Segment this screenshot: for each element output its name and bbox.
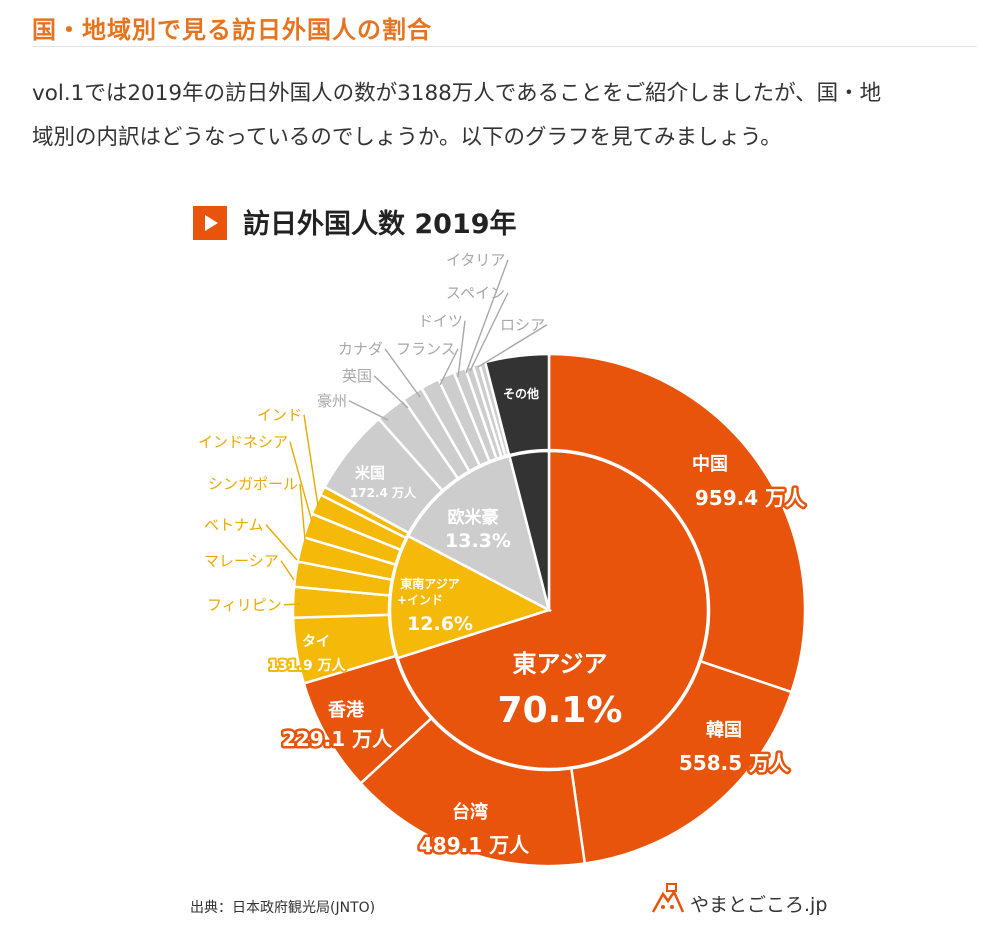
western-leader-18 — [469, 292, 509, 372]
group-label-east-asia: 東アジア — [512, 650, 607, 678]
western-label-12: 豪州 — [317, 392, 347, 410]
intro-line-2: 域別の内訳はどうなっているのでしょうか。以下のグラフを見てみましょう。 — [32, 125, 782, 150]
value-usa: 172.4 万人 — [350, 485, 417, 500]
label-usa: 米国 — [355, 464, 385, 482]
article-heading: 国・地域別で見る訪日外国人の割合 — [32, 16, 432, 44]
western-label-19: ロシア — [500, 316, 545, 334]
group-slice-1 — [388, 534, 553, 660]
label-hongkong: 香港 — [327, 700, 365, 721]
sea-leader-5 — [283, 603, 301, 606]
value-taiwan: 489.1 万人 — [419, 833, 530, 857]
group-percent-sea: 12.6% — [407, 613, 473, 635]
sea-leader-6 — [280, 560, 295, 581]
play-triangle-icon — [193, 206, 227, 240]
sea-label-8: シンガポール — [208, 475, 298, 493]
western-leader-12 — [348, 400, 389, 421]
sea-leader-8 — [299, 483, 306, 541]
article-heading-bar: 国・地域別で見る訪日外国人の割合 — [32, 6, 977, 47]
group-label-sea-line1: 東南アジア — [400, 576, 460, 591]
value-thai: 131.9 万人 — [268, 657, 346, 674]
sea-label-7: ベトナム — [204, 516, 264, 534]
group-label-sea-line2: +インド — [397, 593, 443, 607]
sea-leader-7 — [265, 524, 298, 561]
sea-label-5: フィリピン — [207, 596, 282, 614]
western-leader-16 — [457, 320, 466, 378]
western-leader-13 — [373, 375, 409, 409]
sea-leader-9 — [289, 441, 313, 523]
label-korea: 韓国 — [706, 719, 742, 741]
western-leader-14 — [384, 348, 421, 398]
sea-leader-10 — [303, 414, 319, 507]
western-label-16: ドイツ — [418, 312, 463, 330]
western-label-18: スペイン — [446, 284, 505, 302]
group-percent-east-asia: 70.1% — [498, 690, 623, 731]
label-china: 中国 — [692, 453, 728, 475]
label-taiwan: 台湾 — [452, 801, 488, 823]
source-note: 出典：日本政府観光局(JNTO) — [190, 900, 376, 916]
value-hongkong: 229.1 万人 — [282, 727, 393, 751]
brand-name: やまとごころ.jp — [690, 894, 828, 916]
chart-title-text: 訪日外国人数 2019年 — [243, 209, 517, 240]
sea-label-9: インドネシア — [198, 433, 288, 451]
sea-label-6: マレーシア — [204, 552, 279, 570]
group-slice-0 — [395, 449, 710, 771]
value-china: 959.4 万人 — [695, 486, 806, 510]
group-slice-3 — [507, 449, 551, 611]
label-other: その他 — [503, 386, 539, 401]
house-logo-icon — [651, 883, 685, 913]
group-slice-2 — [406, 454, 551, 613]
intro-line-1: vol.1では2019年の訪日外国人の数が3188万人であることをご紹介しました… — [32, 81, 882, 106]
western-leader-15 — [439, 348, 459, 386]
label-thai: タイ — [302, 634, 330, 650]
sea-label-10: インド — [257, 406, 302, 424]
group-percent-western: 13.3% — [445, 530, 511, 552]
western-leader-19 — [477, 324, 548, 368]
western-label-13: 英国 — [342, 367, 372, 385]
western-label-17: イタリア — [446, 251, 505, 269]
western-leader-17 — [465, 259, 509, 374]
intro-paragraph: vol.1では2019年の訪日外国人の数が3188万人であることをご紹介しました… — [32, 72, 972, 160]
western-label-15: フランス — [396, 340, 456, 358]
group-label-western: 欧米豪 — [448, 507, 499, 528]
western-label-14: カナダ — [338, 340, 383, 358]
value-korea: 558.5 万人 — [679, 751, 790, 775]
